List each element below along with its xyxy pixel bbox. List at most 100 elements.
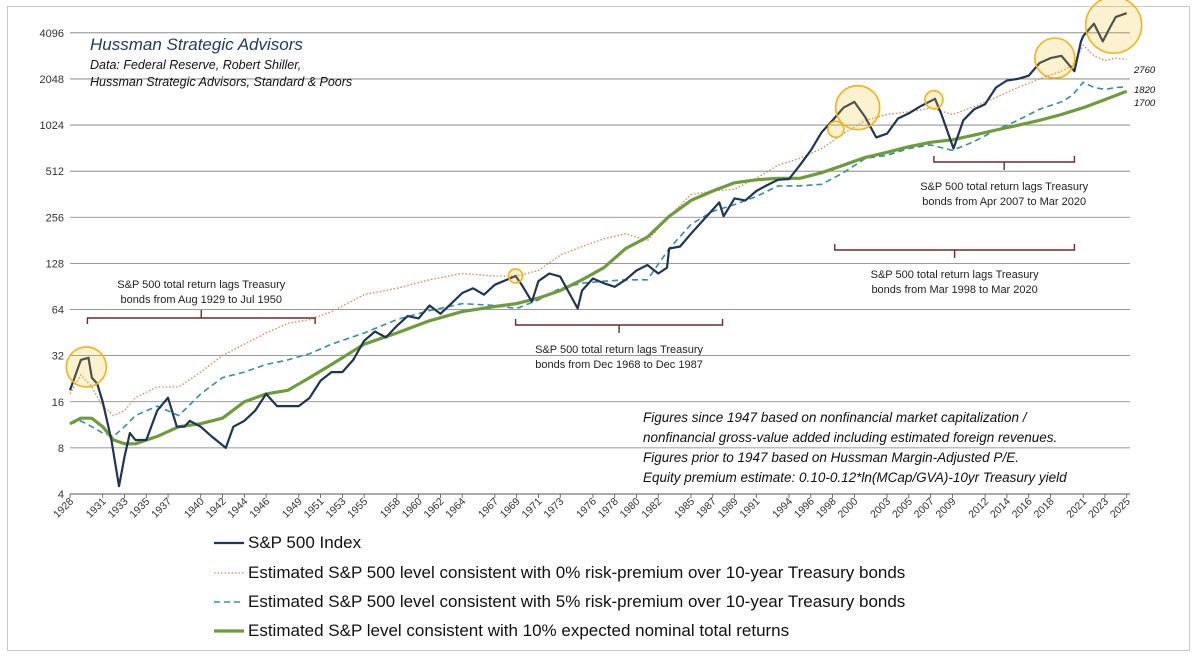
legend-label-3: Estimated S&P 500 level consistent with … xyxy=(248,592,905,611)
note-line-2: nonfinancial gross-value added including… xyxy=(643,430,1057,445)
chart-subtitle-line-1: Data: Federal Reserve, Robert Shiller, xyxy=(90,58,301,72)
x-tick-label-1960: 1960 xyxy=(400,496,425,521)
note-line-3: Figures prior to 1947 based on Hussman M… xyxy=(643,450,1019,465)
y-tick-label-4: 4 xyxy=(58,489,64,501)
x-tick-label-1944: 1944 xyxy=(225,496,250,521)
x-tick-label-1971: 1971 xyxy=(520,496,545,521)
bracket-1 xyxy=(86,310,316,324)
note-line-4: Equity premium estimate: 0.10-0.12*ln(MC… xyxy=(643,470,1067,485)
x-tick-label-2016: 2016 xyxy=(1010,496,1035,521)
x-tick-label-1928: 1928 xyxy=(51,496,76,521)
chart-header: Hussman Strategic Advisors Data: Federal… xyxy=(90,35,352,89)
bracket-annotations: S&P 500 total return lags Treasury bonds … xyxy=(86,156,1089,371)
peak-circle-1 xyxy=(65,346,108,388)
bracket-label-1-line-1: S&P 500 total return lags Treasury xyxy=(117,279,285,291)
x-tick-label-1987: 1987 xyxy=(694,496,719,521)
x-tick-label-1996: 1996 xyxy=(792,496,817,521)
series-line-2 xyxy=(69,44,1127,417)
y-tick-label-32: 32 xyxy=(52,351,64,363)
legend-label-2: Estimated S&P 500 level consistent with … xyxy=(248,563,905,582)
peak-circle-7 xyxy=(1084,0,1143,54)
x-tick-label-1991: 1991 xyxy=(737,496,762,521)
peak-circle-4 xyxy=(834,84,881,131)
x-tick-label-1994: 1994 xyxy=(770,496,795,521)
series-lines xyxy=(68,12,1128,488)
x-tick-label-1942: 1942 xyxy=(204,496,229,521)
bracket-label-2-line-2: bonds from Dec 1968 to Dec 1987 xyxy=(535,359,703,371)
chart-title: Hussman Strategic Advisors xyxy=(90,35,303,54)
peak-circle-2 xyxy=(507,268,524,284)
x-tick-label-2021: 2021 xyxy=(1064,496,1089,521)
x-tick-label-1935: 1935 xyxy=(127,496,152,521)
y-tick-label-8: 8 xyxy=(58,443,64,455)
y-axis-ticks: 4 8 16 32 64 128 256 512 1024 2048 4096 xyxy=(40,28,64,501)
chart-subtitle-line-2: Hussman Strategic Advisors, Standard & P… xyxy=(90,75,352,89)
x-tick-label-1937: 1937 xyxy=(149,496,174,521)
x-tick-label-2012: 2012 xyxy=(966,496,991,521)
x-tick-label-2009: 2009 xyxy=(934,496,959,521)
x-tick-label-1980: 1980 xyxy=(618,496,643,521)
bracket-label-2-line-1: S&P 500 total return lags Treasury xyxy=(535,344,703,356)
x-tick-label-1931: 1931 xyxy=(84,496,109,521)
x-tick-label-1982: 1982 xyxy=(639,496,664,521)
x-tick-label-1962: 1962 xyxy=(422,496,447,521)
note-line-1: Figures since 1947 based on nonfinancial… xyxy=(643,410,1028,425)
x-tick-label-1940: 1940 xyxy=(182,496,207,521)
series-line-1 xyxy=(68,12,1128,488)
end-label-1700: 1700 xyxy=(1134,98,1156,109)
peak-circle-3 xyxy=(827,120,845,139)
y-tick-label-128: 128 xyxy=(46,258,64,270)
y-tick-label-16: 16 xyxy=(52,397,64,409)
bracket-label-4-line-1: S&P 500 total return lags Treasury xyxy=(920,181,1088,193)
bracket-3 xyxy=(834,244,1076,258)
methodology-notes: Figures since 1947 based on nonfinancial… xyxy=(643,410,1067,485)
end-labels: 2760 1820 1700 xyxy=(1133,65,1156,109)
x-tick-label-1973: 1973 xyxy=(541,496,566,521)
y-tick-label-2048: 2048 xyxy=(40,74,64,86)
x-tick-label-1978: 1978 xyxy=(596,496,621,521)
x-tick-label-1946: 1946 xyxy=(247,496,272,521)
legend-label-4: Estimated S&P level consistent with 10% … xyxy=(248,621,789,640)
x-tick-label-1989: 1989 xyxy=(716,496,741,521)
x-tick-label-2007: 2007 xyxy=(912,496,937,521)
peak-circle-6 xyxy=(1034,37,1076,79)
bracket-label-3-line-1: S&P 500 total return lags Treasury xyxy=(871,269,1039,281)
x-tick-label-2003: 2003 xyxy=(868,496,893,521)
x-tick-label-1985: 1985 xyxy=(672,496,697,521)
y-tick-label-256: 256 xyxy=(46,212,64,224)
y-tick-label-512: 512 xyxy=(46,166,64,178)
legend: S&P 500 Index Estimated S&P 500 level con… xyxy=(214,533,905,640)
y-tick-label-64: 64 xyxy=(52,305,64,317)
x-tick-label-1998: 1998 xyxy=(814,496,839,521)
x-tick-label-2023: 2023 xyxy=(1086,496,1111,521)
x-tick-label-1969: 1969 xyxy=(498,496,523,521)
legend-label-1: S&P 500 Index xyxy=(248,533,362,552)
end-label-2760: 2760 xyxy=(1133,65,1156,76)
peak-circles xyxy=(65,0,1143,388)
x-tick-label-1967: 1967 xyxy=(476,496,501,521)
gridlines xyxy=(70,32,1130,495)
x-tick-label-1951: 1951 xyxy=(302,496,327,521)
end-label-1820: 1820 xyxy=(1134,85,1156,96)
x-tick-label-1955: 1955 xyxy=(345,496,370,521)
x-tick-label-2005: 2005 xyxy=(890,496,915,521)
bracket-2 xyxy=(514,319,724,333)
x-tick-label-2018: 2018 xyxy=(1032,496,1057,521)
bracket-label-3-line-2: bonds from Mar 1998 to Mar 2020 xyxy=(871,284,1037,296)
y-tick-label-1024: 1024 xyxy=(40,120,64,132)
x-tick-label-1964: 1964 xyxy=(443,496,468,521)
chart-frame xyxy=(7,6,1190,651)
x-tick-label-1958: 1958 xyxy=(378,496,403,521)
x-tick-label-1953: 1953 xyxy=(323,496,348,521)
bracket-label-4-line-2: bonds from Apr 2007 to Mar 2020 xyxy=(922,196,1086,208)
peak-circle-5 xyxy=(924,89,944,110)
x-tick-label-1949: 1949 xyxy=(280,496,305,521)
bracket-label-1-line-2: bonds from Aug 1929 to Jul 1950 xyxy=(121,294,282,306)
y-tick-label-4096: 4096 xyxy=(40,28,64,40)
x-tick-label-2025: 2025 xyxy=(1108,496,1133,521)
x-tick-label-1976: 1976 xyxy=(574,496,599,521)
bracket-4 xyxy=(933,156,1076,170)
x-tick-label-1933: 1933 xyxy=(106,496,131,521)
